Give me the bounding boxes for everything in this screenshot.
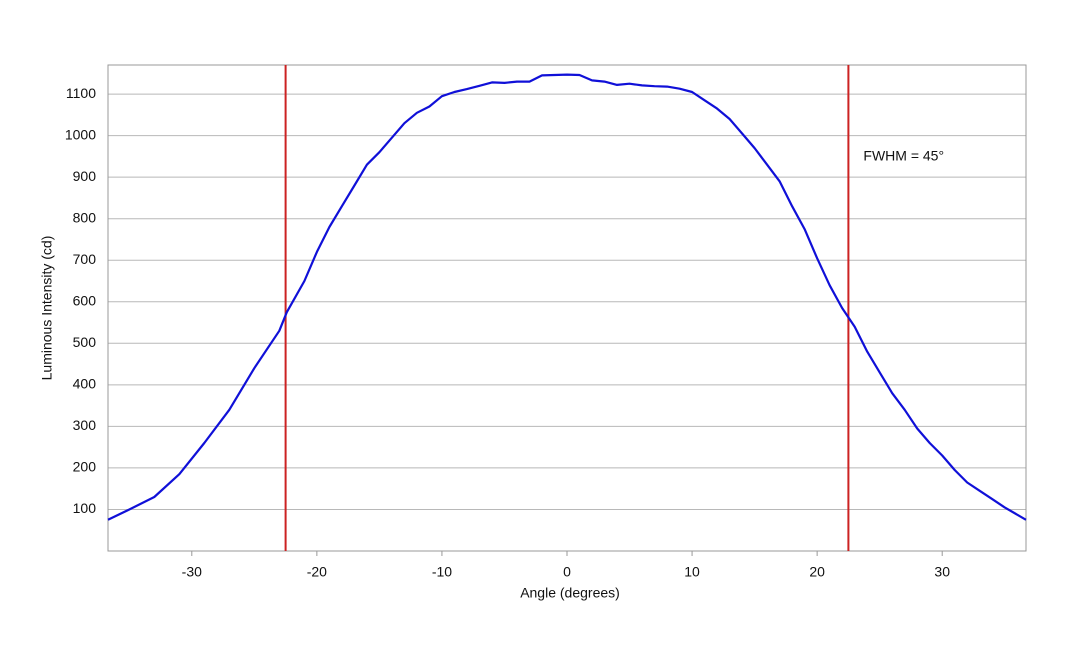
y-tick-label: 900 bbox=[73, 168, 97, 184]
plot-border bbox=[107, 64, 1027, 552]
y-tick-label: 200 bbox=[73, 459, 97, 475]
annotation: FWHM = 45° bbox=[863, 148, 944, 164]
x-tick-label: 30 bbox=[934, 564, 950, 580]
y-tick-label: 1100 bbox=[66, 85, 96, 101]
y-tick-label: 800 bbox=[73, 209, 97, 225]
x-tick-label: 20 bbox=[809, 564, 825, 580]
x-tick-label: 0 bbox=[563, 564, 571, 580]
x-tick-label: -20 bbox=[307, 564, 327, 580]
data-line bbox=[107, 73, 1027, 521]
y-tick-label: 700 bbox=[73, 251, 97, 267]
x-tick-label: -10 bbox=[432, 564, 452, 580]
y-tick-label: 400 bbox=[73, 376, 97, 392]
x-tick-label: 10 bbox=[684, 564, 700, 580]
x-tick-label: -30 bbox=[182, 564, 202, 580]
y-tick-label: 300 bbox=[73, 417, 97, 433]
y-tick-label: 1000 bbox=[65, 126, 96, 142]
y-axis-label: Luminous Intensity (cd) bbox=[39, 236, 55, 381]
x-axis-label: Angle (degrees) bbox=[520, 585, 620, 601]
y-tick-label: 500 bbox=[73, 334, 97, 350]
y-tick-label: 100 bbox=[73, 500, 97, 516]
y-tick-label: 600 bbox=[73, 292, 97, 308]
